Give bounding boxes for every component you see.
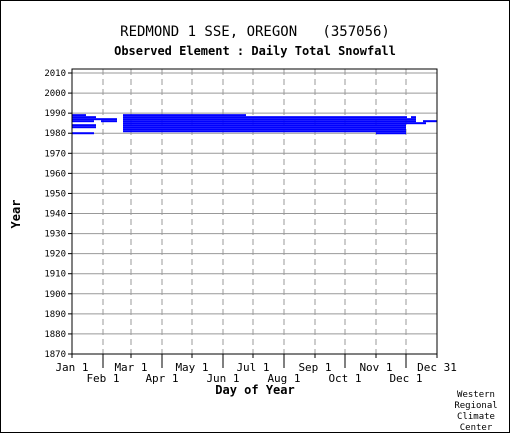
data-segment (123, 114, 246, 117)
x-tick-label: Dec 31 (417, 361, 457, 374)
chart-subtitle: Observed Element : Daily Total Snowfall (114, 44, 396, 58)
y-tick-label: 1870 (44, 350, 66, 360)
x-tick-label: Feb 1 (86, 372, 119, 385)
y-tick-label: 1920 (44, 250, 66, 260)
data-segment (123, 130, 181, 133)
data-segment (181, 126, 406, 129)
data-segment (376, 124, 406, 127)
credit-line: Regional (454, 401, 498, 411)
y-tick-label: 1890 (44, 310, 66, 320)
x-tick-label: Jun 1 (206, 372, 239, 385)
data-segment (123, 118, 416, 121)
data-layer (72, 114, 437, 135)
data-segment (72, 120, 94, 123)
x-tick-label: Apr 1 (145, 372, 178, 385)
x-tick-label: May 1 (175, 361, 208, 374)
x-tick-label: Jul 1 (236, 361, 269, 374)
data-segment (72, 126, 96, 129)
credit-line: Center (459, 423, 493, 433)
y-tick-label: 1970 (44, 149, 66, 159)
data-segment (181, 130, 406, 133)
grid-layer (72, 69, 437, 355)
x-axis-label: Day of Year (215, 383, 295, 397)
data-segment (72, 114, 86, 117)
data-segment (72, 116, 96, 119)
y-tick-label: 1930 (44, 230, 66, 240)
x-tick-label: Nov 1 (359, 361, 392, 374)
y-tick-label: 1960 (44, 169, 66, 179)
data-segment (72, 124, 96, 127)
x-tick-label: Dec 1 (389, 372, 422, 385)
x-tick-label: Jan 1 (55, 361, 88, 374)
y-tick-label: 1880 (44, 330, 66, 340)
y-tick-label: 1900 (44, 290, 66, 300)
credit-line: Western (457, 390, 495, 400)
chart-title: REDMOND 1 SSE, OREGON (357056) (120, 24, 390, 40)
data-segment (341, 124, 376, 127)
data-segment (181, 128, 406, 131)
credit-block: Western Regional Climate Center (446, 390, 506, 434)
data-segment (423, 120, 437, 123)
y-tick-label: 1940 (44, 210, 66, 220)
data-segment (123, 116, 246, 119)
data-segment (123, 128, 181, 131)
y-tick-label: 1950 (44, 189, 66, 199)
data-segment (376, 132, 406, 135)
y-tick-label: 1990 (44, 109, 66, 119)
y-tick-label: 1910 (44, 270, 66, 280)
x-tick-label: Mar 1 (114, 361, 147, 374)
y-tick-label: 2000 (44, 89, 66, 99)
data-segment (123, 120, 416, 123)
credit-line: Climate (457, 412, 495, 422)
data-segment (123, 122, 426, 125)
data-segment (72, 132, 94, 135)
data-segment (411, 116, 416, 119)
data-segment (246, 116, 407, 119)
data-segment (123, 126, 181, 129)
x-tick-label: Sep 1 (298, 361, 331, 374)
data-segment (101, 120, 117, 123)
data-segment (72, 118, 117, 121)
data-segment (123, 124, 341, 127)
plot-area-border (71, 68, 438, 355)
y-axis-label: Year (9, 199, 23, 229)
x-tick-label: Oct 1 (328, 372, 361, 385)
y-tick-label: 2010 (44, 69, 66, 79)
y-tick-label: 1980 (44, 129, 66, 139)
axis-layer: 1870 1880 1890 1900 1910 1920 1930 1940 1950 1960… (44, 69, 457, 385)
x-tick-label: Aug 1 (267, 372, 300, 385)
